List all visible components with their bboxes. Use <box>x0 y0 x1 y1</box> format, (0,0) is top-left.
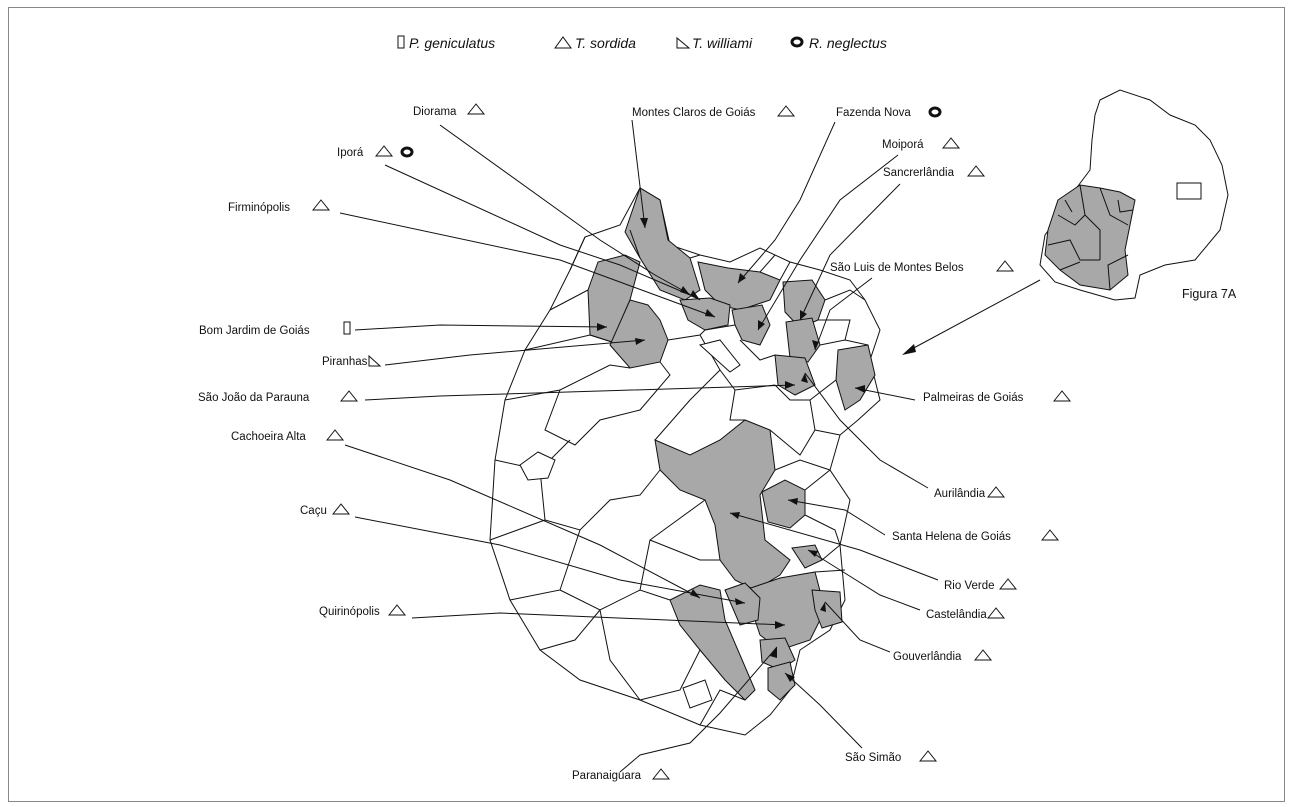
triangle-icon <box>918 750 938 762</box>
label-diorama: Diorama <box>413 106 457 118</box>
triangle-icon <box>986 486 1006 498</box>
leader-lines <box>339 119 939 773</box>
triangle-icon <box>973 649 993 661</box>
label-aurilandia: Aurilândia <box>934 488 986 500</box>
legend-label: T. williami <box>692 35 753 51</box>
municipality-diorama <box>679 297 731 331</box>
label-santa-helena: Santa Helena de Goiás <box>892 531 1011 543</box>
triangle-icon <box>776 105 796 117</box>
triangle-icon <box>325 429 345 441</box>
label-castelandia: Castelândia <box>926 609 987 621</box>
label-sao-luis: São Luis de Montes Belos <box>830 262 964 274</box>
ring-icon <box>400 146 414 158</box>
label-paranaiguara: Paranaiguara <box>572 770 642 782</box>
inset-feature <box>1176 182 1202 200</box>
municipality-gouverlandia <box>811 589 843 629</box>
triangle-icon <box>466 103 486 115</box>
triangle-icon <box>986 607 1006 619</box>
municipality-fazenda-nova <box>697 261 781 311</box>
label-fazenda-nova: Fazenda Nova <box>836 107 911 119</box>
legend-label: T. sordida <box>575 35 636 51</box>
map-feature <box>682 679 713 709</box>
ring-icon <box>928 106 942 118</box>
inset-pointer-line <box>909 279 1041 351</box>
inset-pointer-arrowhead <box>902 344 916 355</box>
triangle-icon <box>995 260 1015 272</box>
municipality-rio-verde <box>654 419 791 591</box>
label-ipora: Iporá <box>337 147 364 159</box>
p-geniculatus-rectangle-icon <box>397 35 405 49</box>
label-rio-verde: Rio Verde <box>944 580 995 592</box>
map-feature <box>698 339 741 373</box>
t-williami-right-triangle-icon <box>676 36 691 49</box>
label-cachoeira-alta: Cachoeira Alta <box>231 431 306 443</box>
municipality-cachoeira-alta <box>669 584 756 701</box>
municipality-labels: Diorama Montes Claros de Goiás Fazenda N… <box>198 106 1024 782</box>
municipality-quirinopolis <box>744 571 826 651</box>
figure-label: Figura 7A <box>1182 287 1237 301</box>
label-moipora: Moiporá <box>882 139 924 151</box>
map-feature <box>519 451 556 481</box>
municipality-piranhas <box>609 299 669 369</box>
label-bom-jardim: Bom Jardim de Goiás <box>199 325 310 337</box>
leader-arrowheads <box>597 218 865 682</box>
triangle-icon <box>311 199 331 211</box>
label-piranhas: Piranhas <box>322 356 368 368</box>
label-gouverlandia: Gouverlândia <box>893 651 962 663</box>
figure-frame <box>8 7 1285 802</box>
triangle-icon <box>1040 529 1060 541</box>
triangle-icon <box>966 165 986 177</box>
label-firminopolis: Firminópolis <box>228 202 290 214</box>
label-sao-simao: São Simão <box>845 752 901 764</box>
municipality-sancrerlandia <box>785 317 821 363</box>
triangle-icon <box>331 503 351 515</box>
municipality-cacu <box>724 582 761 626</box>
triangle-icon <box>374 145 394 157</box>
triangle-icon <box>1052 390 1072 402</box>
label-symbols <box>311 103 1072 780</box>
inset-map <box>1039 89 1229 301</box>
triangle-icon <box>998 578 1018 590</box>
triangle-icon <box>941 137 961 149</box>
triangle-icon <box>651 768 671 780</box>
label-cacu: Caçu <box>300 505 327 517</box>
r-neglectus-ring-icon <box>790 36 804 48</box>
right-triangle-icon <box>368 354 382 367</box>
triangle-icon <box>339 390 359 402</box>
label-sao-joao: São João da Parauna <box>198 392 310 404</box>
label-palmeiras: Palmeiras de Goiás <box>923 392 1024 404</box>
t-sordida-triangle-icon <box>554 36 572 49</box>
municipality-sao-simao <box>767 661 796 701</box>
legend: P. geniculatus T. sordida T. williami R.… <box>397 35 887 51</box>
study-area-inset <box>1044 184 1136 291</box>
municipality-borders <box>489 229 869 726</box>
label-montes-claros: Montes Claros de Goiás <box>632 107 756 119</box>
triangle-icon <box>387 604 407 616</box>
label-sancrerlandia: Sancrerlândia <box>883 167 955 179</box>
legend-label: P. geniculatus <box>409 35 495 51</box>
legend-label: R. neglectus <box>809 35 887 51</box>
rectangle-icon <box>343 321 351 335</box>
region-map <box>489 187 881 736</box>
label-quirinopolis: Quirinópolis <box>319 606 380 618</box>
